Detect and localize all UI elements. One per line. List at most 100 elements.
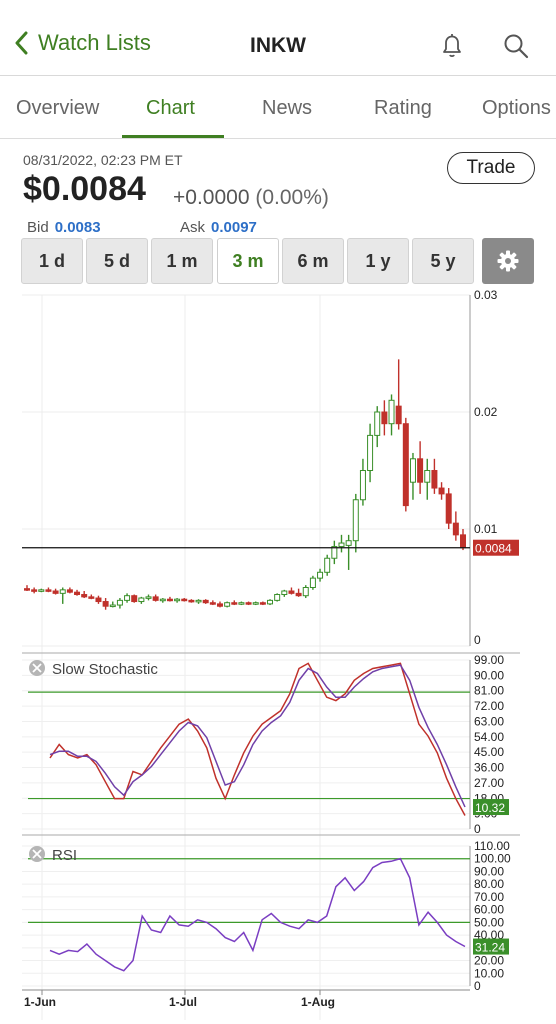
indicator-axis-tick: 10.00 (474, 966, 504, 980)
search-icon[interactable] (503, 33, 529, 59)
indicator-axis-tick: 99.00 (474, 653, 504, 667)
candle-body (252, 602, 259, 605)
candle-body (388, 399, 395, 425)
candle-body (281, 590, 288, 596)
candle-body (152, 596, 159, 601)
candlestick (274, 593, 281, 602)
candlestick (345, 534, 352, 570)
candle-body (174, 598, 181, 602)
candle-body (138, 597, 145, 603)
candlestick (116, 598, 123, 609)
ask-label: Ask (180, 219, 206, 236)
candlestick (431, 458, 438, 494)
range-1y-button[interactable]: 1 y (347, 238, 409, 284)
candle-body (109, 604, 116, 608)
candlestick (388, 394, 395, 436)
indicator-axis-tick: 70.00 (474, 890, 504, 904)
candlestick (174, 598, 181, 603)
candlestick (124, 593, 131, 603)
back-label: Watch Lists (38, 30, 151, 55)
candlestick (66, 587, 73, 594)
bid-info: Bid 0.0083 (27, 219, 101, 236)
candle-body (267, 599, 274, 605)
bell-icon[interactable] (440, 32, 464, 60)
back-button[interactable]: Watch Lists (14, 30, 151, 56)
last-price-badge (473, 539, 519, 556)
indicator-last-badge-label: 31.24 (475, 941, 505, 955)
rsi-close-button (29, 846, 45, 862)
candlestick (45, 587, 52, 593)
candle-body (88, 596, 95, 599)
candle-body (38, 589, 45, 592)
candle-body (131, 595, 138, 603)
candlestick (367, 423, 374, 483)
candle-body (124, 595, 131, 601)
candlestick (38, 588, 45, 593)
candlestick (381, 400, 388, 436)
candle-body (402, 423, 409, 507)
tab-options[interactable]: Options (482, 97, 551, 119)
tab-bar: Overview Chart News Rating Options (0, 77, 556, 139)
range-1d-button[interactable]: 1 d (21, 238, 83, 284)
bid-value: 0.0083 (54, 219, 101, 236)
trade-button[interactable]: Trade (447, 152, 535, 184)
chart-settings-button[interactable] (482, 238, 534, 284)
candle-body (95, 597, 102, 603)
candle-body (45, 589, 52, 592)
candle-body (145, 596, 152, 599)
price-chart[interactable]: 0.030.020.0100.008499.0090.0081.0072.006… (0, 288, 556, 1020)
range-5d-button[interactable]: 5 d (86, 238, 148, 284)
bid-label: Bid (27, 219, 49, 236)
candle-body (295, 592, 302, 597)
candle-body (74, 591, 81, 596)
candle-body (188, 599, 195, 603)
candle-body (445, 493, 452, 524)
indicator-axis-tick: 54.00 (474, 730, 504, 744)
indicator-axis-tick: 36.00 (474, 761, 504, 775)
candlestick (195, 599, 202, 604)
indicator-axis-tick: 0 (474, 979, 481, 993)
last-price: $0.0084 (23, 170, 146, 208)
candle-body (359, 470, 366, 501)
indicator-axis-tick: 20.00 (474, 954, 504, 968)
candlestick (88, 594, 95, 600)
ask-value: 0.0097 (211, 219, 257, 236)
range-3m-button[interactable]: 3 m (217, 238, 279, 284)
candle-body (374, 411, 381, 436)
candlestick (252, 601, 259, 606)
price-axis-tick: 0.01 (474, 522, 498, 536)
candle-body (438, 487, 445, 495)
candlestick (138, 596, 145, 604)
indicator-axis-tick: 100.00 (474, 852, 511, 866)
candle-body (317, 571, 324, 579)
candlestick (374, 406, 381, 448)
candlestick (52, 588, 59, 595)
candle-body (352, 499, 359, 542)
candlestick (309, 575, 316, 590)
candlestick (74, 589, 81, 596)
candlestick (166, 596, 173, 602)
candle-body (324, 557, 331, 573)
range-6m-button[interactable]: 6 m (282, 238, 344, 284)
indicator-axis-tick: 63.00 (474, 714, 504, 728)
indicator-axis-tick: 0 (474, 822, 481, 836)
candle-body (367, 434, 374, 471)
candle-body (331, 546, 338, 559)
tab-chart[interactable]: Chart (146, 97, 195, 119)
price-axis-tick: 0.02 (474, 405, 498, 419)
rsi-title: RSI (52, 847, 77, 864)
candle-body (52, 590, 59, 594)
candle-body (345, 540, 352, 546)
last-price-badge-label: 0.0084 (475, 542, 512, 556)
range-1m-button[interactable]: 1 m (151, 238, 213, 284)
tab-rating[interactable]: Rating (374, 97, 432, 119)
candlestick (359, 458, 366, 506)
tab-news[interactable]: News (262, 97, 313, 119)
tab-overview[interactable]: Overview (16, 97, 100, 119)
x-axis-tick-label: 1-Jun (24, 995, 56, 1009)
candlestick (224, 601, 231, 608)
candlestick (281, 589, 288, 597)
candlestick (338, 534, 345, 553)
range-5y-button[interactable]: 5 y (412, 238, 474, 284)
gear-icon (497, 250, 519, 272)
